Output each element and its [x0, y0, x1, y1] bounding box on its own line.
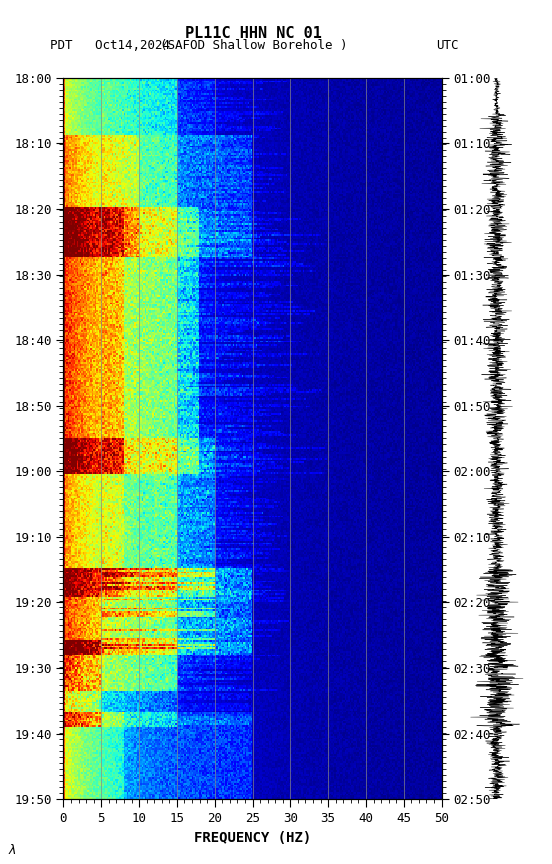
- Text: $\lambda$: $\lambda$: [8, 842, 17, 856]
- X-axis label: FREQUENCY (HZ): FREQUENCY (HZ): [194, 831, 311, 845]
- Text: (SAFOD Shallow Borehole ): (SAFOD Shallow Borehole ): [160, 39, 348, 52]
- Text: PL11C HHN NC 01: PL11C HHN NC 01: [185, 26, 322, 41]
- Text: UTC: UTC: [436, 39, 458, 52]
- Text: PDT   Oct14,2024: PDT Oct14,2024: [50, 39, 169, 52]
